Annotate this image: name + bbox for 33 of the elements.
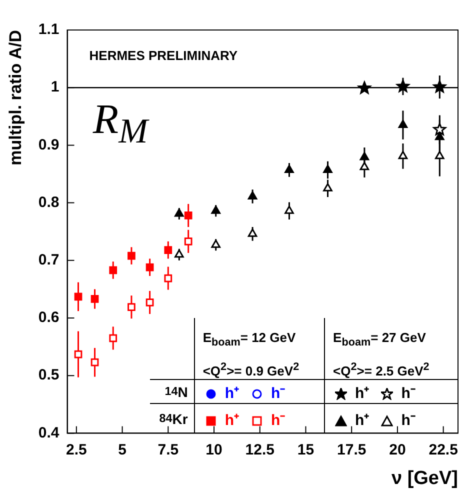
legend-label: h⁻ (270, 384, 286, 402)
y-axis-title: multipl. ratio A/D (6, 30, 25, 166)
legend-label: h⁺ (224, 384, 239, 402)
legend-label: h⁺ (224, 412, 239, 429)
x-tick-label: 17.5 (337, 441, 366, 458)
x-tick-label: 5 (118, 441, 126, 458)
y-tick-label: 0.4 (38, 424, 60, 442)
x-tick-label: 10 (206, 441, 222, 458)
y-tick-label: 0.9 (38, 136, 60, 154)
annotation: E$_{boam}$= 27 GeV (333, 329, 427, 351)
legend-label: h⁺ (355, 384, 370, 402)
x-tick-label: 22.5 (428, 441, 458, 458)
annotation: <Q$^{2}$>= 0.9 GeV$^{2}$ (202, 360, 300, 380)
x-axis-title: ν [GeV] (391, 468, 458, 489)
x-tick-label: 7.5 (158, 441, 179, 458)
annotation: E$_{boam}$= 12 GeV (202, 329, 297, 351)
y-tick-label: 1 (50, 78, 60, 96)
annotation: HERMES PRELIMINARY (89, 48, 238, 63)
x-tick-label: 20 (389, 441, 406, 458)
x-tick-label: 2.5 (66, 441, 87, 458)
y-tick-label: 0.6 (38, 309, 60, 326)
legend-label: h⁻ (401, 412, 416, 429)
y-tick-label: 0.8 (38, 194, 60, 211)
x-tick-label: 12.5 (245, 441, 274, 458)
y-tick-label: 1.1 (38, 21, 60, 38)
x-tick-label: 15 (297, 441, 314, 458)
annotation: <Q$^{2}$>= 2.5 GeV$^{2}$ (333, 360, 430, 380)
legend-label: h⁻ (401, 384, 416, 402)
legend-label: h⁺ (355, 412, 370, 429)
annotation: R$_{M}$ (92, 96, 148, 152)
y-tick-label: 0.5 (38, 366, 60, 384)
legend-label: h⁻ (270, 412, 286, 429)
y-tick-label: 0.7 (38, 252, 60, 269)
